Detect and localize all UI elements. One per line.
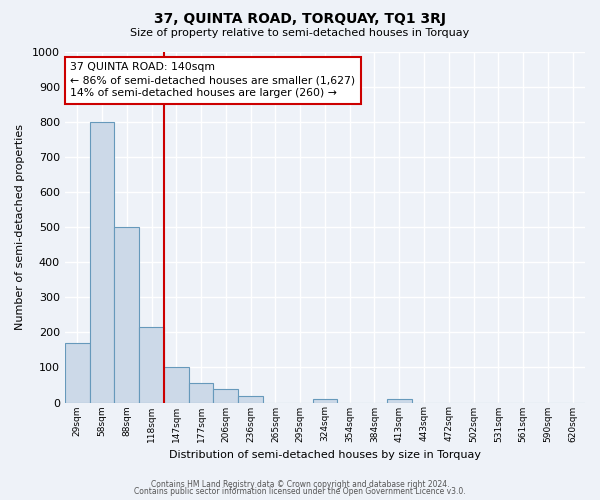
Text: 37 QUINTA ROAD: 140sqm
← 86% of semi-detached houses are smaller (1,627)
14% of : 37 QUINTA ROAD: 140sqm ← 86% of semi-det… (70, 62, 355, 98)
Text: Size of property relative to semi-detached houses in Torquay: Size of property relative to semi-detach… (130, 28, 470, 38)
Bar (89, 122, 115, 402)
X-axis label: Distribution of semi-detached houses by size in Torquay: Distribution of semi-detached houses by … (169, 450, 481, 460)
Text: Contains HM Land Registry data © Crown copyright and database right 2024.: Contains HM Land Registry data © Crown c… (151, 480, 449, 489)
Bar (387, 399, 412, 402)
Bar (188, 383, 214, 402)
Text: 37, QUINTA ROAD, TORQUAY, TQ1 3RJ: 37, QUINTA ROAD, TORQUAY, TQ1 3RJ (154, 12, 446, 26)
Text: Contains public sector information licensed under the Open Government Licence v3: Contains public sector information licen… (134, 488, 466, 496)
Bar (139, 327, 164, 402)
Bar (65, 343, 89, 402)
Bar (313, 399, 337, 402)
Y-axis label: Number of semi-detached properties: Number of semi-detached properties (15, 124, 25, 330)
Bar (115, 227, 139, 402)
Bar (238, 396, 263, 402)
Bar (214, 389, 238, 402)
Bar (164, 368, 188, 402)
